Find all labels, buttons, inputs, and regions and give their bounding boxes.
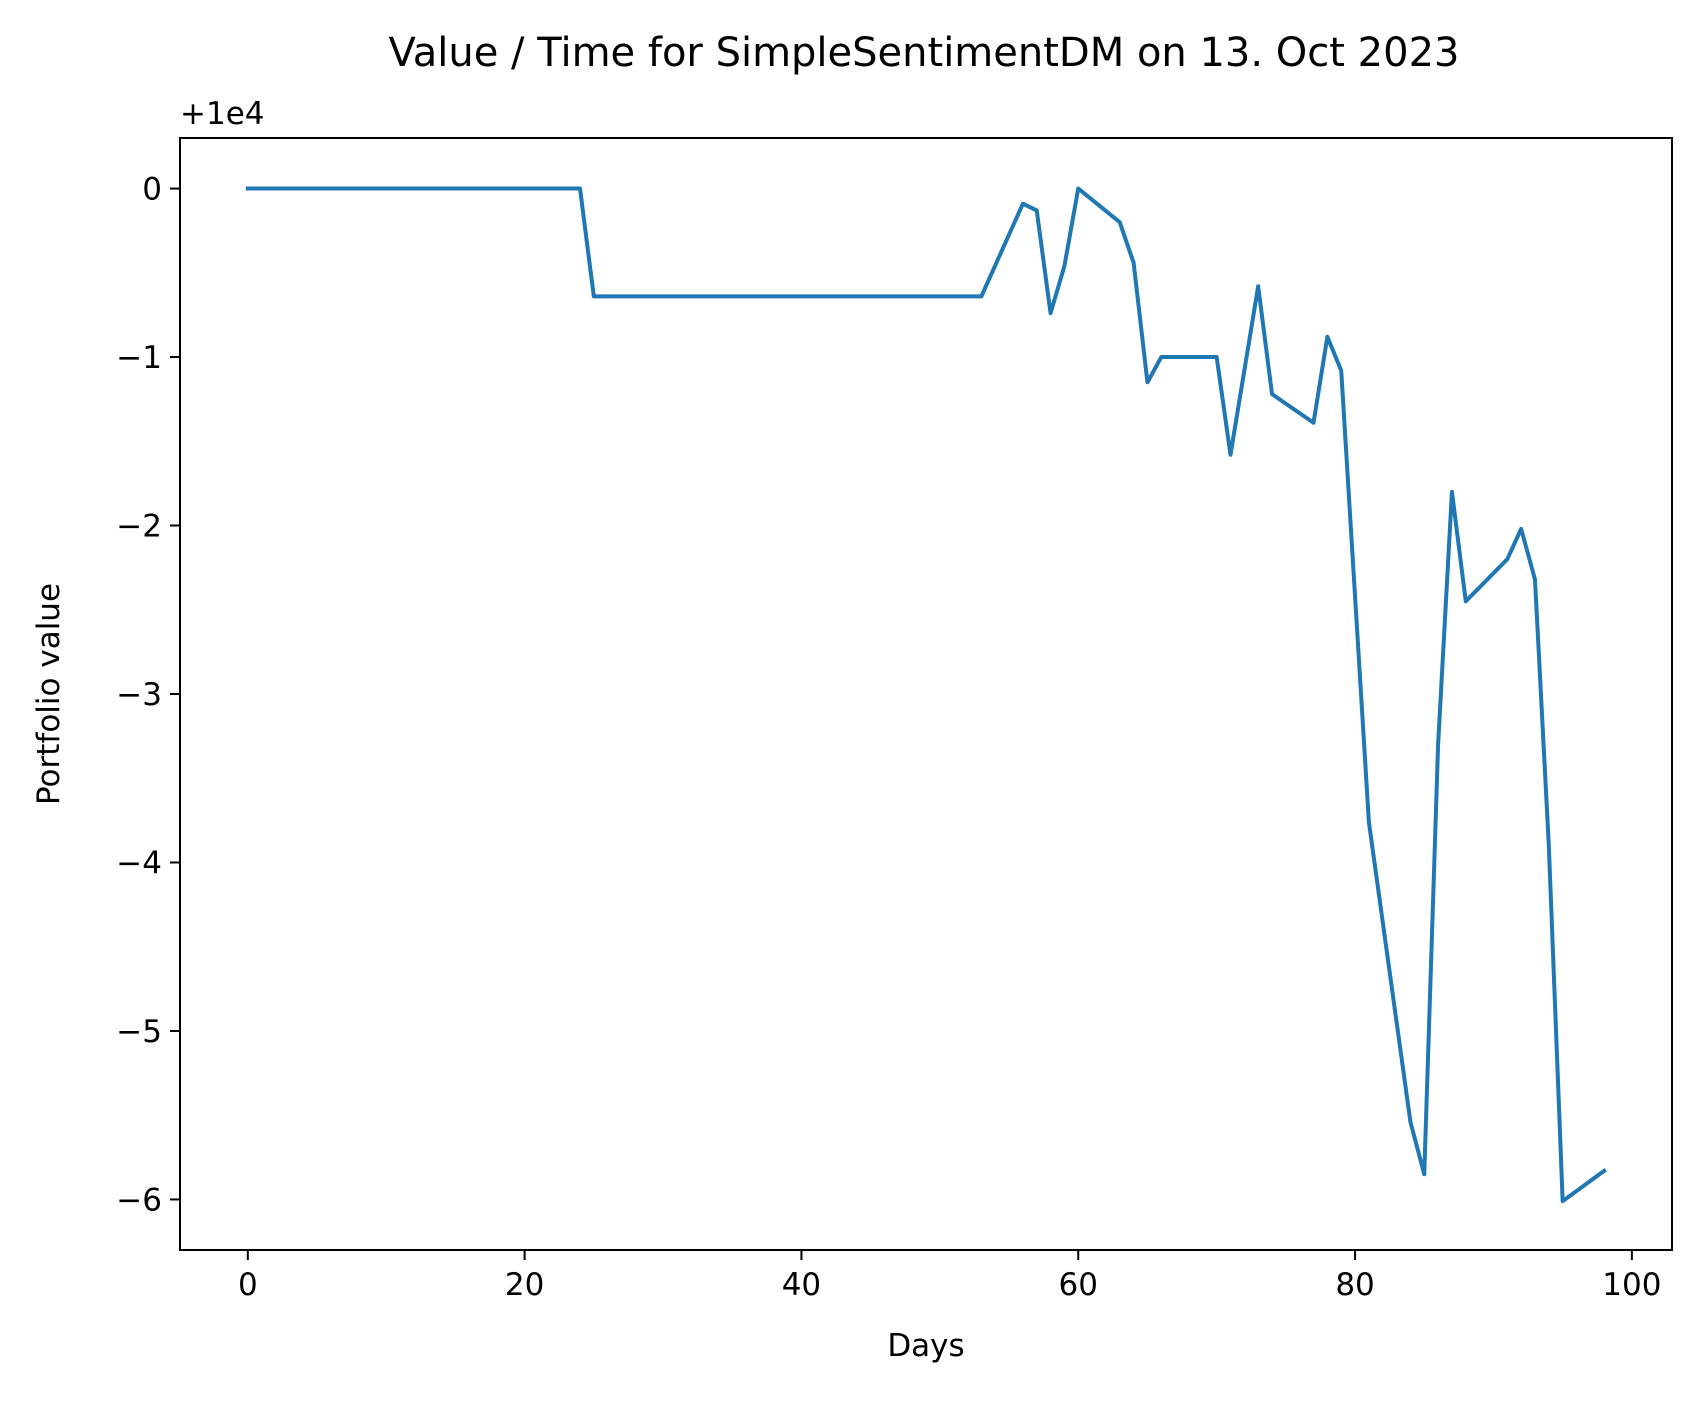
y-tick-label: −6 bbox=[116, 1182, 162, 1218]
y-axis-ticks: 0 −1 −2 −3 −4 −5 −6 bbox=[116, 172, 180, 1218]
x-tick-label: 60 bbox=[1059, 1267, 1098, 1303]
y-tick-label: −4 bbox=[116, 845, 162, 881]
y-tick-label: −2 bbox=[116, 509, 162, 545]
y-offset-label: +1e4 bbox=[180, 96, 265, 132]
y-axis-label: Portfolio value bbox=[31, 583, 67, 805]
x-tick-label: 0 bbox=[238, 1267, 258, 1303]
x-axis-ticks: 0 20 40 60 80 100 bbox=[238, 1250, 1661, 1303]
x-tick-label: 100 bbox=[1602, 1267, 1661, 1303]
y-tick-label: −1 bbox=[116, 340, 162, 376]
chart-title: Value / Time for SimpleSentimentDM on 13… bbox=[389, 30, 1460, 76]
y-tick-label: 0 bbox=[142, 172, 162, 208]
x-tick-label: 40 bbox=[782, 1267, 821, 1303]
x-axis-label: Days bbox=[887, 1328, 964, 1364]
plot-area-frame bbox=[179, 137, 1673, 1251]
y-tick-label: −3 bbox=[116, 677, 162, 713]
x-tick-label: 20 bbox=[505, 1267, 544, 1303]
x-tick-label: 80 bbox=[1335, 1267, 1374, 1303]
y-tick-label: −5 bbox=[116, 1014, 162, 1050]
series-line bbox=[245, 186, 1607, 1204]
